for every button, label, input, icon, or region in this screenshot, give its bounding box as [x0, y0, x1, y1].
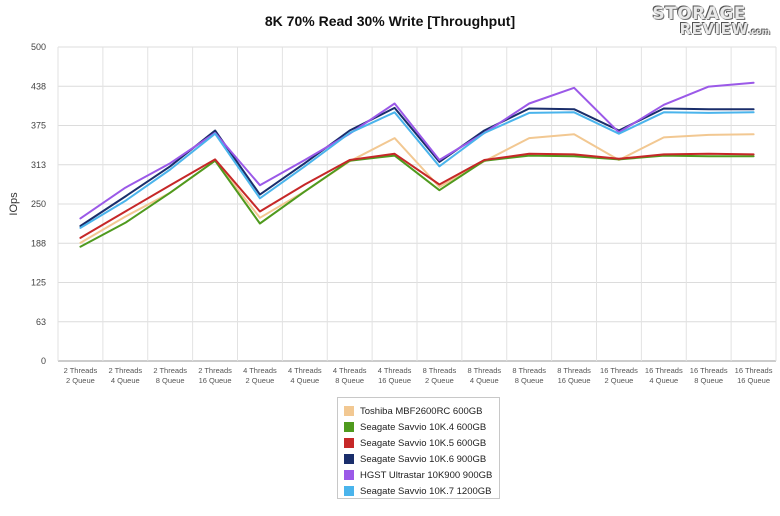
legend-label: Seagate Savvio 10K.6 900GB [360, 453, 487, 465]
x-tick-label: 4 Threads [378, 366, 412, 375]
legend-swatch [344, 454, 354, 464]
x-tick-label: 8 Threads [512, 366, 546, 375]
x-tick-label: 8 Threads [467, 366, 501, 375]
x-tick-label: 2 Queue [425, 376, 454, 385]
x-tick-label: 4 Queue [290, 376, 319, 385]
legend-swatch [344, 438, 354, 448]
x-tick-label: 2 Threads [198, 366, 232, 375]
y-tick-label: 500 [31, 42, 46, 52]
y-tick-label: 125 [31, 278, 46, 288]
legend-item: Toshiba MBF2600RC 600GB [344, 403, 499, 419]
x-tick-label: 4 Queue [649, 376, 678, 385]
gridlines [57, 46, 777, 362]
x-tick-label: 16 Threads [600, 366, 638, 375]
legend-label: Toshiba MBF2600RC 600GB [360, 405, 483, 417]
legend: Toshiba MBF2600RC 600GB Seagate Savvio 10… [337, 397, 500, 499]
legend-item: HGST Ultrastar 10K900 900GB [344, 467, 499, 483]
x-tick-label: 16 Queue [737, 376, 770, 385]
series-line-5 [79, 111, 755, 229]
x-tick-label: 16 Threads [735, 366, 773, 375]
series-line-4 [79, 81, 755, 220]
x-tick-label: 2 Queue [605, 376, 634, 385]
x-tick-label: 8 Queue [515, 376, 544, 385]
legend-item: Seagate Savvio 10K.5 600GB [344, 435, 499, 451]
x-tick-label: 16 Queue [558, 376, 591, 385]
logo-line-1: STORAGE [652, 4, 746, 24]
x-tick-label: 8 Queue [335, 376, 364, 385]
y-tick-label: 0 [41, 356, 46, 366]
x-tick-label: 16 Queue [378, 376, 411, 385]
x-tick-label: 2 Queue [246, 376, 275, 385]
logo-line-2: REVIEW.com [680, 20, 770, 38]
y-tick-label: 313 [31, 160, 46, 170]
legend-item: Seagate Savvio 10K.7 1200GB [344, 483, 499, 499]
x-tick-label: 16 Threads [690, 366, 728, 375]
x-tick-label: 2 Threads [108, 366, 142, 375]
y-tick-label: 438 [31, 81, 46, 91]
legend-label: Seagate Savvio 10K.7 1200GB [360, 485, 492, 497]
x-tick-label: 4 Queue [111, 376, 140, 385]
storagereview-logo: STORAGE REVIEW.com [636, 4, 774, 40]
x-tick-label: 16 Threads [645, 366, 683, 375]
legend-item: Seagate Savvio 10K.4 600GB [344, 419, 499, 435]
legend-swatch [344, 422, 354, 432]
x-tick-label: 16 Queue [199, 376, 232, 385]
y-tick-label: 188 [31, 238, 46, 248]
y-tick-label: 375 [31, 121, 46, 131]
series-lines [79, 81, 755, 248]
legend-label: Seagate Savvio 10K.4 600GB [360, 421, 487, 433]
x-tick-label: 2 Threads [64, 366, 98, 375]
legend-label: Seagate Savvio 10K.5 600GB [360, 437, 487, 449]
x-tick-label: 8 Queue [694, 376, 723, 385]
y-tick-label: 63 [36, 317, 46, 327]
y-tick-label: 250 [31, 199, 46, 209]
legend-swatch [344, 470, 354, 480]
legend-item: Seagate Savvio 10K.6 900GB [344, 451, 499, 467]
legend-label: HGST Ultrastar 10K900 900GB [360, 469, 493, 481]
series-line-2 [79, 152, 755, 239]
x-tick-label: 4 Threads [243, 366, 277, 375]
x-tick-label: 2 Queue [66, 376, 95, 385]
x-tick-label: 2 Threads [153, 366, 187, 375]
logo-line-2-text: REVIEW [679, 20, 749, 38]
logo-suffix: .com [748, 27, 770, 36]
x-tick-label: 4 Threads [333, 366, 367, 375]
x-tick-label: 8 Queue [156, 376, 185, 385]
x-tick-label: 8 Threads [557, 366, 591, 375]
x-tick-label: 4 Queue [470, 376, 499, 385]
legend-swatch [344, 486, 354, 496]
x-tick-label: 8 Threads [423, 366, 457, 375]
legend-swatch [344, 406, 354, 416]
y-axis-label: IOps [8, 192, 20, 216]
chart-title: 8K 70% Read 30% Write [Throughput] [264, 13, 516, 29]
x-tick-label: 4 Threads [288, 366, 322, 375]
